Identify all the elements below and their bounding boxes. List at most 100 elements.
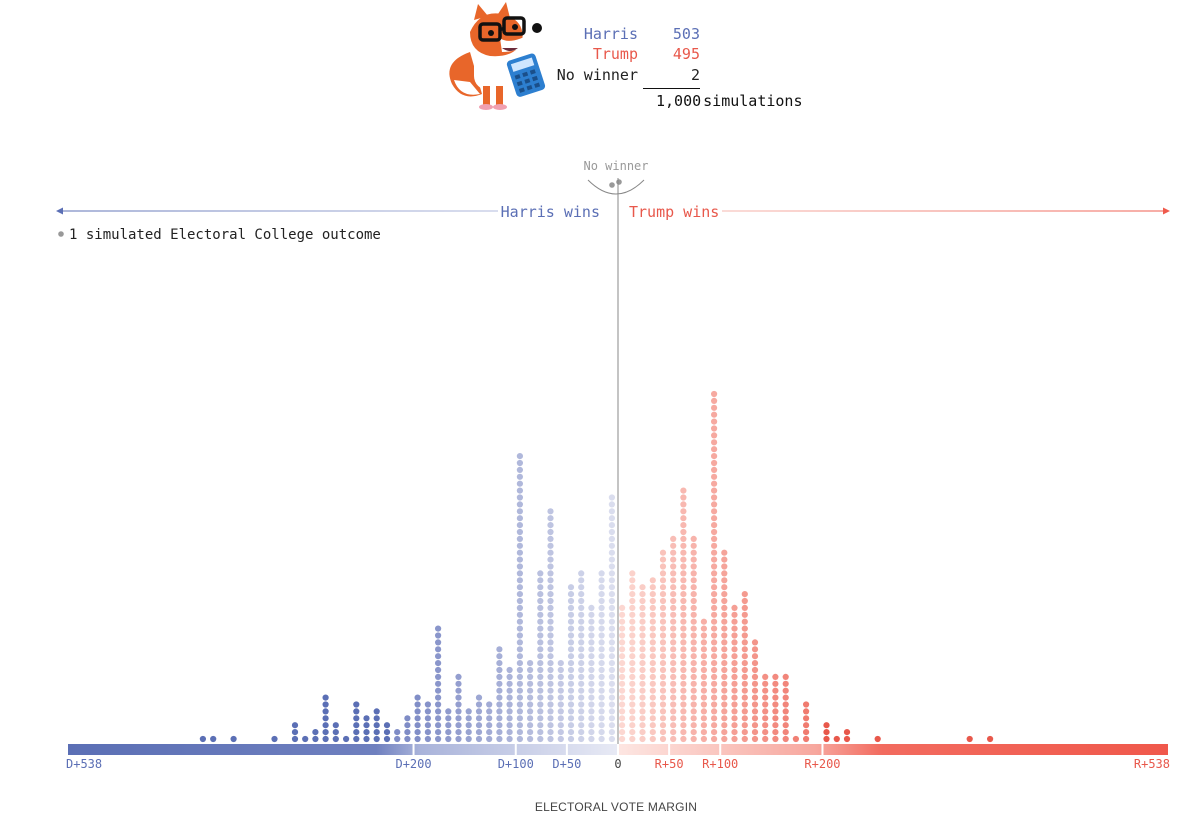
simulation-dot <box>557 729 564 736</box>
simulation-dot <box>567 646 575 653</box>
simulation-dot <box>516 542 524 549</box>
simulation-dot <box>680 577 687 584</box>
simulation-dot <box>588 611 595 618</box>
simulation-dot <box>598 701 605 708</box>
simulation-dot <box>700 618 708 625</box>
simulation-dot <box>711 708 718 715</box>
simulation-dot <box>690 722 697 729</box>
simulation-dot <box>608 660 616 667</box>
simulation-dot <box>578 673 585 681</box>
simulation-dot <box>690 694 697 701</box>
simulation-dot <box>588 639 595 646</box>
simulation-dot <box>711 618 718 625</box>
axis-tick-label: R+538 <box>1134 757 1170 771</box>
simulation-dot <box>700 673 708 681</box>
summary-value-harris: 503 <box>672 25 700 43</box>
simulation-dot <box>629 653 636 660</box>
simulation-dot <box>680 735 687 743</box>
simulation-dot <box>547 660 554 667</box>
simulation-dot <box>353 701 360 708</box>
simulation-dot <box>435 632 442 639</box>
simulation-dot <box>567 701 575 708</box>
simulation-dot <box>578 701 585 708</box>
simulation-dot <box>690 591 697 598</box>
simulation-dot <box>843 729 851 736</box>
simulation-dot <box>516 535 524 543</box>
simulation-dot <box>547 542 554 549</box>
simulation-dot <box>527 729 534 736</box>
simulation-dot <box>588 708 595 715</box>
simulation-dot <box>649 687 656 694</box>
simulation-dot <box>700 666 708 674</box>
simulation-dot <box>567 680 575 687</box>
simulation-dot <box>608 729 616 736</box>
simulation-dot <box>496 687 503 694</box>
simulation-dot <box>639 604 646 612</box>
simulation-dot <box>670 549 677 556</box>
fox-eye-left <box>488 30 494 36</box>
simulation-dot <box>363 715 370 722</box>
axis-tick-label: R+50 <box>655 757 684 771</box>
simulation-dot <box>608 611 616 618</box>
simulation-dot <box>721 660 728 667</box>
simulation-dot <box>680 487 687 494</box>
simulation-dot <box>598 570 605 577</box>
simulation-dot <box>516 687 524 694</box>
simulation-dot <box>516 660 524 667</box>
simulation-dot <box>649 618 656 625</box>
simulation-dot <box>537 687 544 694</box>
simulation-dot <box>455 680 462 687</box>
simulation-dot <box>465 735 472 743</box>
simulation-dot <box>210 735 217 743</box>
simulation-dot <box>639 701 646 708</box>
simulation-dot <box>598 584 605 591</box>
simulation-dot <box>506 666 513 674</box>
simulation-dot <box>435 729 442 736</box>
simulation-dot <box>659 687 667 694</box>
simulation-dot <box>711 729 718 736</box>
simulation-dot <box>598 708 605 715</box>
simulation-dot <box>680 549 687 556</box>
summary-value-trump: 495 <box>672 45 700 63</box>
simulation-dot <box>557 666 564 674</box>
axis-tick-label: D+200 <box>395 757 431 771</box>
simulation-dot <box>711 480 718 487</box>
simulation-dot <box>598 735 605 743</box>
simulation-dot <box>680 570 687 577</box>
axis-tick-label: D+100 <box>498 757 534 771</box>
simulation-dot <box>414 729 421 736</box>
simulation-dot <box>680 494 687 501</box>
simulation-dot <box>711 591 718 598</box>
simulation-dot <box>619 618 626 625</box>
simulation-dot <box>711 632 718 639</box>
simulation-dot <box>711 680 718 687</box>
simulation-dot <box>608 577 616 584</box>
simulation-dot <box>711 432 718 439</box>
no-winner-dot <box>616 179 622 185</box>
simulation-dot <box>588 722 595 729</box>
simulation-dot <box>527 701 534 708</box>
simulation-dot <box>639 653 646 660</box>
simulation-dot <box>639 611 646 618</box>
simulation-dot <box>567 694 575 701</box>
simulation-dot <box>598 639 605 646</box>
simulation-dot <box>741 722 748 729</box>
simulation-dot <box>700 694 708 701</box>
simulation-dot <box>455 715 462 722</box>
simulation-dot <box>803 729 810 736</box>
simulation-dot <box>659 591 667 598</box>
fox-ear-right <box>498 2 510 18</box>
simulation-dot <box>527 666 534 674</box>
simulation-dot <box>598 687 605 694</box>
simulation-dot <box>322 735 329 743</box>
simulation-dot <box>414 735 421 743</box>
summary-row-trump: Trump 495 <box>540 44 700 64</box>
simulation-dot <box>598 680 605 687</box>
simulation-dot <box>762 735 769 743</box>
simulation-dot <box>741 715 748 722</box>
simulation-dot <box>700 653 708 660</box>
simulation-dot <box>598 694 605 701</box>
simulation-dot <box>680 535 687 543</box>
simulation-dot <box>670 577 677 584</box>
simulation-dot <box>557 673 564 681</box>
